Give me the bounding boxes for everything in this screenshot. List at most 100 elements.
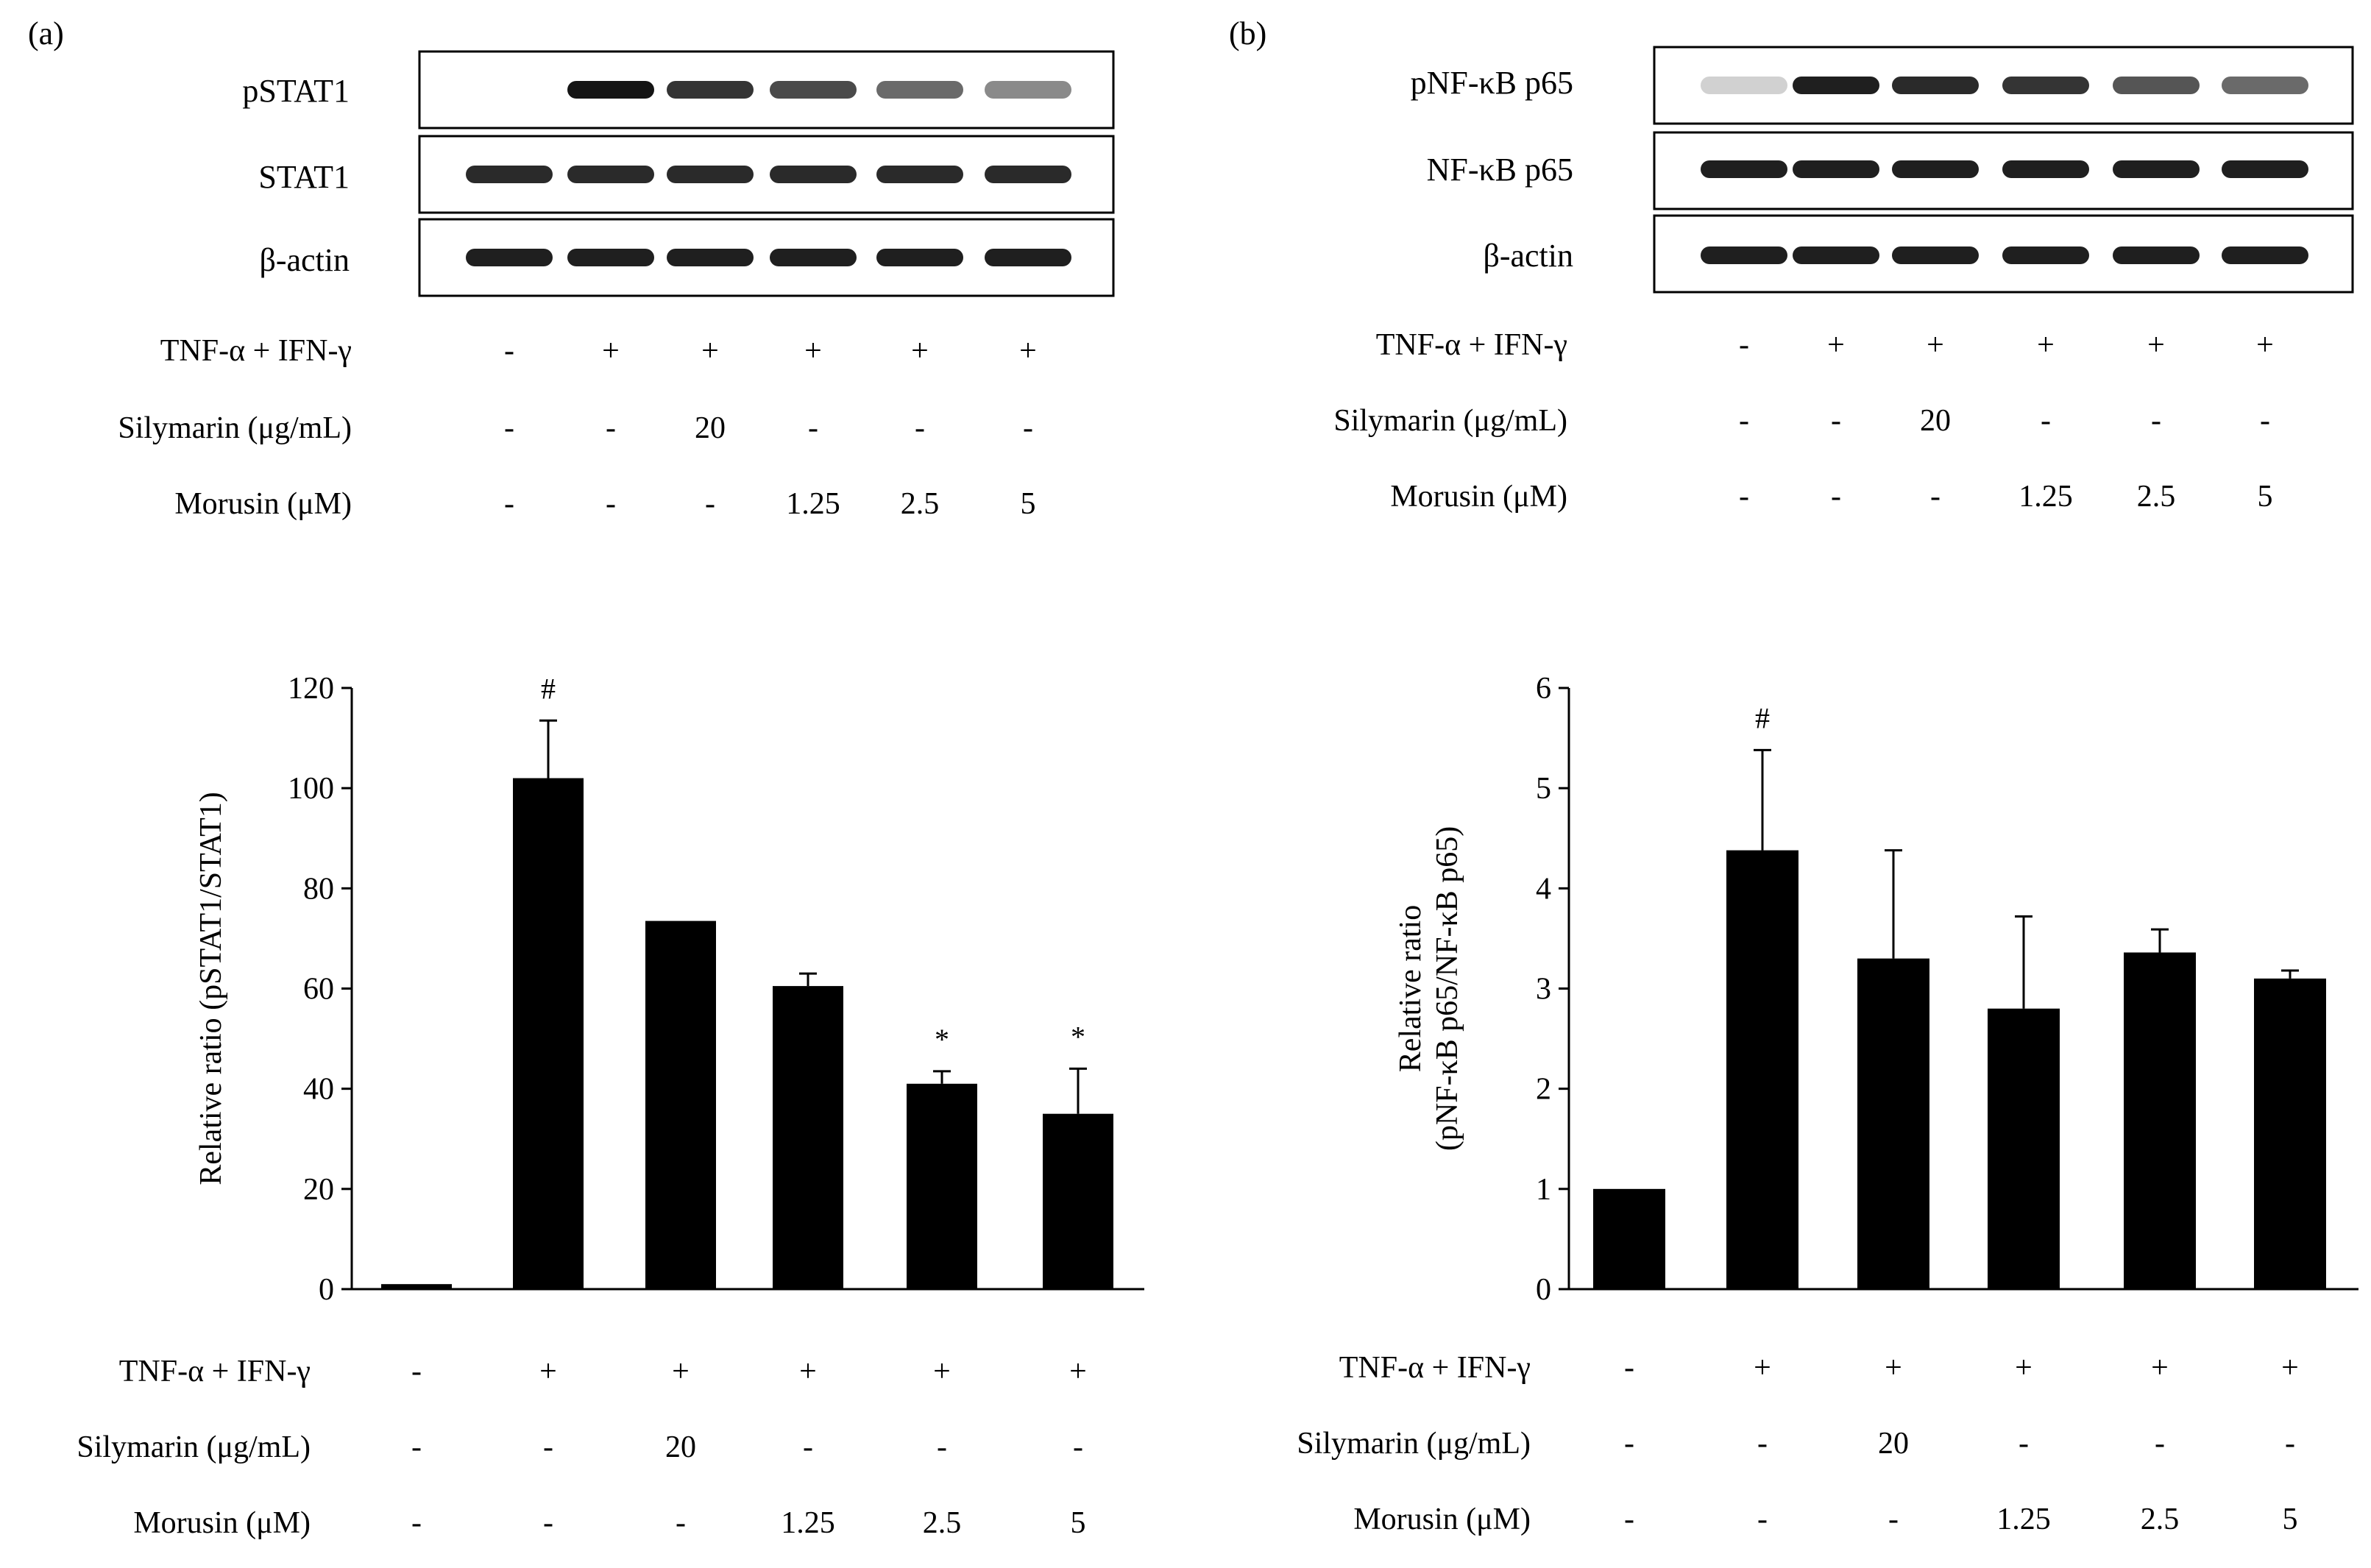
blot-b-band [1701, 246, 1787, 264]
chart-a-treatment-value: 1.25 [781, 1506, 835, 1540]
chart-a-treatment-value: + [672, 1355, 690, 1388]
blot-b-band [1793, 160, 1879, 178]
chart-b-y-tick-label: 2 [1536, 1073, 1551, 1107]
chart-b-y-tick-label: 3 [1536, 973, 1551, 1007]
chart-a-y-axis-label: Relative ratio (pSTAT1/STAT1) [194, 792, 228, 1185]
chart-a-treatment-label: Morusin (μM) [133, 1506, 311, 1540]
chart-b-treatment-value: - [1757, 1503, 1768, 1536]
blot-a-band [985, 81, 1071, 99]
chart-b-treatment-value: - [2155, 1427, 2165, 1461]
blot-a-treatment-value: - [504, 334, 514, 368]
blot-a-row-label: β-actin [259, 242, 350, 278]
chart-b-treatment-value: 1.25 [1996, 1503, 2051, 1536]
chart-b-treatment-value: - [1888, 1503, 1899, 1536]
blot-b-band [2113, 246, 2200, 264]
chart-a-treatment-value: 20 [665, 1430, 696, 1464]
blot-a-treatment-value: - [1023, 411, 1033, 445]
blot-b-treatment-value: + [1827, 328, 1845, 362]
blot-b-treatment-value: - [1930, 480, 1941, 514]
blot-b-treatment-value: - [1739, 480, 1749, 514]
blot-b-treatment-value: - [1831, 404, 1841, 438]
chart-b-treatment-value: + [1885, 1351, 1902, 1385]
chart-b-y-tick-label: 5 [1536, 772, 1551, 806]
blot-a-band [770, 166, 857, 183]
chart-b-bar [2254, 978, 2326, 1289]
blot-a-band [770, 249, 857, 266]
blot-b-treatment-label: Morusin (μM) [1390, 480, 1567, 514]
chart-b-bar [1726, 850, 1798, 1289]
blot-a-band [876, 166, 963, 183]
chart-a-bar [773, 986, 843, 1289]
blot-a-treatment-value: - [606, 487, 616, 521]
chart-b-bar [2124, 952, 2196, 1289]
chart-b-treatment-label: Silymarin (μg/mL) [1297, 1427, 1531, 1461]
chart-a-y-tick-label: 40 [303, 1073, 334, 1107]
chart-b-y-tick-label: 4 [1536, 872, 1551, 906]
blot-a-band [667, 249, 754, 266]
blot-b-band [2002, 246, 2089, 264]
blot-b: pNF-κB p65 NF-κB p65 β-actin TNF-α + IFN… [1333, 46, 2354, 514]
chart-a-significance-mark: # [541, 672, 556, 705]
chart-a: Relative ratio (pSTAT1/STAT1) 0 20 40 60 80 1… [77, 672, 1144, 1540]
panel-b-label: (b) [1229, 15, 1266, 52]
blot-b-treatment-value: 1.25 [2019, 480, 2073, 514]
blot-b-row-label: NF-κB p65 [1427, 152, 1573, 188]
panel-a-label: (a) [28, 15, 64, 52]
blot-a-treatment-value: - [504, 487, 514, 521]
blot-b-band [1793, 77, 1879, 94]
chart-b-significance-mark: # [1755, 701, 1770, 734]
chart-b-y-tick-label: 1 [1536, 1173, 1551, 1207]
blot-b-band [2222, 246, 2308, 264]
blot-b-band [1701, 77, 1787, 94]
chart-a-treatment-value: + [933, 1355, 951, 1388]
chart-b-treatment-label: TNF-α + IFN-γ [1339, 1351, 1531, 1385]
blot-b-treatment-value: - [2260, 404, 2270, 438]
blot-b-row-label: pNF-κB p65 [1411, 65, 1573, 101]
blot-a-treatment-value: - [808, 411, 818, 445]
blot-b-band [2002, 77, 2089, 94]
blot-a-band [567, 81, 654, 99]
chart-b-bar [1988, 1008, 2060, 1289]
chart-a-significance-mark: * [1071, 1020, 1085, 1053]
chart-a-treatment-label: TNF-α + IFN-γ [119, 1355, 311, 1388]
blot-a-band [567, 166, 654, 183]
blot-a-treatment-value: + [911, 334, 929, 368]
chart-a-treatment-label: Silymarin (μg/mL) [77, 1430, 311, 1464]
blot-b-treatment-value: - [1739, 404, 1749, 438]
blot-a-treatment-value: 5 [1021, 487, 1036, 521]
blot-a-band [876, 81, 963, 99]
blot-b-treatment-value: 5 [2258, 480, 2273, 514]
chart-a-y-tick-label: 60 [303, 973, 334, 1007]
chart-b-treatment-value: + [2281, 1351, 2299, 1385]
chart-a-significance-mark: * [935, 1023, 949, 1056]
blot-b-treatment-value: 20 [1920, 404, 1951, 438]
chart-b-y-axis-label-line: (pNF-κB p65/NF-κB p65) [1431, 826, 1464, 1151]
blot-b-treatment-value: + [1927, 328, 1944, 362]
blot-a-band [985, 249, 1071, 266]
blot-b-treatment-label: TNF-α + IFN-γ [1376, 328, 1567, 362]
blot-a: pSTAT1 STAT1 β-actin TNF-α + IFN-γ Silym… [118, 50, 1115, 521]
blot-a-treatment-value: - [705, 487, 715, 521]
chart-a-treatment-value: + [799, 1355, 817, 1388]
blot-a-band [667, 81, 754, 99]
chart-b-y-axis-label-line: Relative ratio [1394, 905, 1428, 1072]
chart-a-y-tick-label: 100 [288, 772, 334, 806]
blot-b-band [2113, 160, 2200, 178]
blot-b-band [1701, 160, 1787, 178]
blot-a-band [985, 166, 1071, 183]
blot-a-band [466, 166, 553, 183]
chart-b-y-tick-label: 6 [1536, 672, 1551, 706]
chart-b-treatment-value: - [2285, 1427, 2295, 1461]
blot-a-treatment-label: TNF-α + IFN-γ [160, 334, 352, 368]
blot-b-band [1892, 160, 1979, 178]
chart-a-treatment-value: - [543, 1430, 553, 1464]
blot-a-treatment-value: - [606, 411, 616, 445]
blot-a-treatment-value: 2.5 [901, 487, 940, 521]
blot-a-treatment-value: 1.25 [786, 487, 840, 521]
chart-a-treatment-value: 2.5 [923, 1506, 962, 1540]
blot-a-treatment-value: + [701, 334, 719, 368]
chart-b-treatment-value: - [1624, 1427, 1634, 1461]
blot-a-treatment-label: Morusin (μM) [174, 487, 352, 521]
blot-a-treatment-value: - [915, 411, 925, 445]
